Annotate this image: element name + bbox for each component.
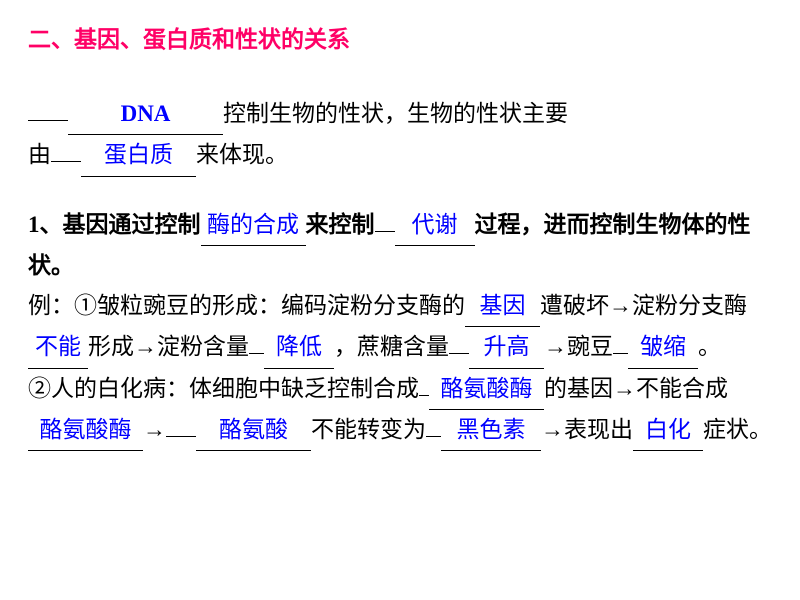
- text-ex1a: 例：①皱粒豌豆的形成：编码淀粉分支酶的: [28, 293, 465, 318]
- text-ex2a: ②人的白化病：体细胞中缺乏控制合成: [28, 376, 419, 401]
- blank-pre-wr: [613, 353, 628, 354]
- fill-gene: 基因: [465, 286, 540, 327]
- fill-tyrosine: 酪氨酸: [196, 410, 311, 451]
- text-ex2f: 症状。: [703, 417, 772, 442]
- text-p1c: 来体现。: [196, 142, 288, 167]
- fill-increase: 升高: [469, 327, 544, 368]
- section-title: 二、基因、蛋白质和性状的关系: [28, 20, 772, 54]
- fill-dna: DNA: [68, 94, 223, 135]
- text-ex1d: ，蔗糖含量: [334, 334, 449, 359]
- blank-pre-dec: [249, 353, 264, 354]
- text-ex2d: 不能转变为: [311, 417, 426, 442]
- blank-pre-protein: [51, 161, 81, 162]
- text-ex1b: 遭破坏→淀粉分支酶: [540, 293, 747, 318]
- paragraph-point1: 1、基因通过控制酶的合成来控制代谢过程，进而控制生物体的性状。 例：①皱粒豌豆的…: [28, 205, 772, 452]
- blank-lead: [28, 120, 68, 121]
- blank-pre-tyr3: [166, 436, 196, 437]
- text-ex1f: 。: [698, 334, 721, 359]
- text-ex2b: 的基因→不能合成: [544, 376, 728, 401]
- paragraph-intro: DNA控制生物的性状，生物的性状主要 由 蛋白质来体现。: [28, 94, 772, 177]
- text-ex1e: →豌豆: [544, 334, 613, 359]
- text-ex2e: →表现出: [541, 417, 633, 442]
- fill-wrinkle: 皱缩: [628, 327, 698, 368]
- blank-pre-mel: [426, 436, 441, 437]
- text-p1a: 控制生物的性状，生物的性状主要: [223, 101, 568, 126]
- fill-metabolism: 代谢: [395, 205, 475, 246]
- fill-enzyme: 酶的合成: [201, 205, 306, 246]
- fill-cannot: 不能: [28, 327, 88, 368]
- blank-pre-tyr1: [419, 395, 429, 396]
- text-p2a: 1、基因通过控制: [28, 212, 201, 237]
- blank-pre-inc: [449, 353, 469, 354]
- fill-tyrosinase2: 酪氨酸酶: [28, 410, 143, 451]
- text-ex1c: 形成→淀粉含量: [88, 334, 249, 359]
- blank-pre-metab: [375, 231, 395, 232]
- text-p2b: 来控制: [306, 212, 375, 237]
- fill-melanin: 黑色素: [441, 410, 541, 451]
- fill-albinism: 白化: [633, 410, 703, 451]
- fill-protein: 蛋白质: [81, 135, 196, 176]
- fill-decrease: 降低: [264, 327, 334, 368]
- content-body: DNA控制生物的性状，生物的性状主要 由 蛋白质来体现。 1、基因通过控制酶的合成…: [28, 94, 772, 451]
- text-ex2c: →: [143, 417, 166, 442]
- fill-tyrosinase1: 酪氨酸酶: [429, 369, 544, 410]
- text-p1b: 由: [28, 142, 51, 167]
